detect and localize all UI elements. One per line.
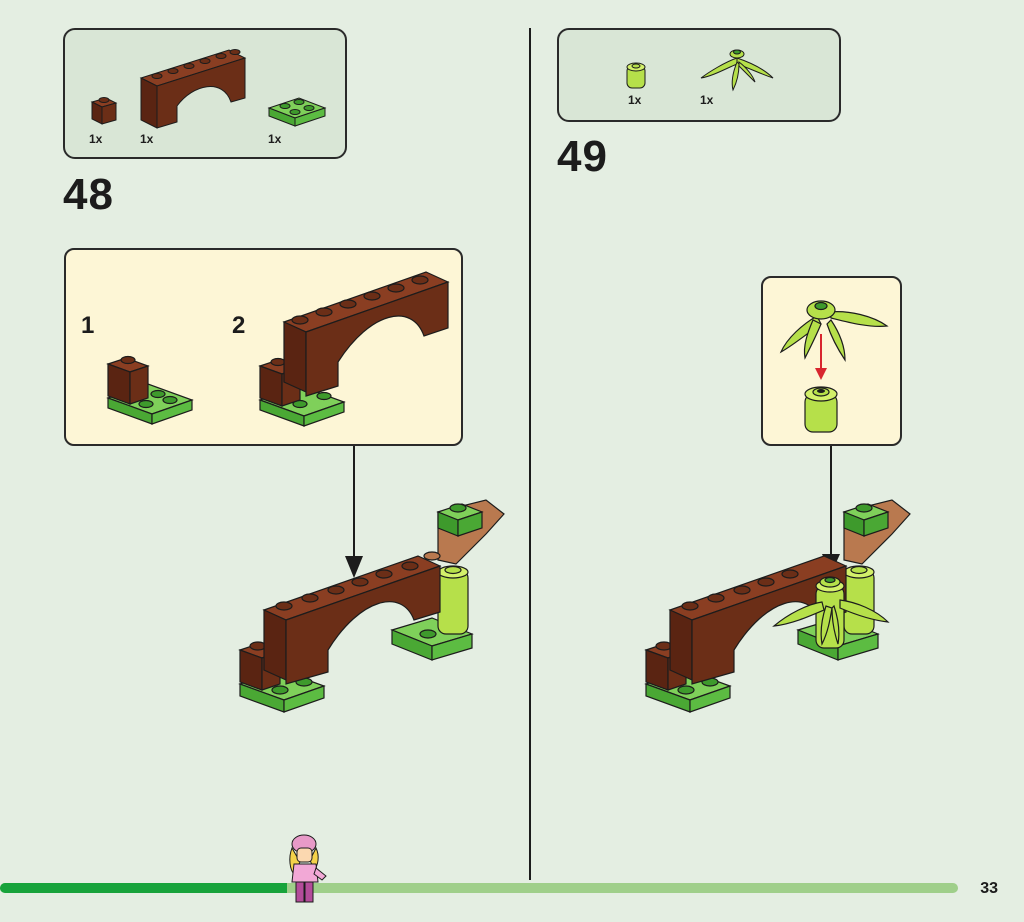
step-number-48: 48	[63, 170, 114, 219]
step48-substep-callout: 1 2	[64, 248, 463, 446]
part-brick-1x1-icon	[90, 97, 118, 125]
part-qty: 1x	[700, 93, 714, 107]
part-qty: 1x	[89, 132, 103, 146]
progress-bar	[0, 883, 958, 893]
part-plate-2x2-icon	[267, 97, 327, 127]
substep-number-1: 1	[81, 312, 95, 339]
progress-bar-fill	[0, 883, 288, 893]
page-number: 33	[980, 880, 998, 897]
part-qty: 1x	[140, 132, 154, 146]
substep1-illustration-icon	[106, 355, 194, 425]
step-number-49: 49	[557, 132, 608, 181]
part-qty: 1x	[268, 132, 282, 146]
part-plant-leaves-icon	[700, 49, 774, 92]
substep-number-2: 2	[232, 312, 246, 339]
part-arch-icon	[139, 49, 247, 129]
substep2-illustration-icon	[258, 271, 450, 427]
part-qty: 1x	[628, 93, 642, 107]
step48-parts-box: 1x 1x 1x	[63, 28, 347, 159]
step49-substep-callout	[761, 276, 902, 446]
callout-plant-assembly-icon	[779, 300, 889, 433]
part-round-brick-icon	[626, 62, 646, 89]
step49-parts-box: 1x 1x	[557, 28, 841, 122]
page-divider	[529, 28, 531, 880]
step48-model-illustration-icon	[238, 499, 505, 713]
step48-down-arrow-icon	[345, 446, 363, 578]
step49-model-illustration-icon	[644, 499, 911, 713]
minifigure-icon	[289, 834, 327, 903]
